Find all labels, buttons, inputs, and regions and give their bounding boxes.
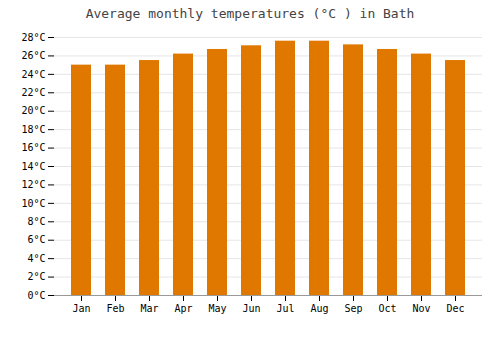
svg-text:22°C: 22°C — [21, 87, 45, 98]
svg-text:Apr: Apr — [174, 303, 192, 314]
svg-text:Feb: Feb — [106, 303, 124, 314]
svg-text:0°C: 0°C — [27, 290, 45, 301]
svg-text:28°C: 28°C — [21, 32, 45, 43]
svg-text:Jun: Jun — [242, 303, 260, 314]
svg-text:24°C: 24°C — [21, 69, 45, 80]
svg-text:Mar: Mar — [140, 303, 158, 314]
svg-text:Oct: Oct — [378, 303, 396, 314]
svg-text:18°C: 18°C — [21, 124, 45, 135]
svg-text:2°C: 2°C — [27, 271, 45, 282]
svg-text:6°C: 6°C — [27, 234, 45, 245]
svg-text:Dec: Dec — [446, 303, 464, 314]
svg-text:12°C: 12°C — [21, 179, 45, 190]
svg-text:10°C: 10°C — [21, 198, 45, 209]
svg-text:20°C: 20°C — [21, 105, 45, 116]
svg-text:4°C: 4°C — [27, 253, 45, 264]
svg-text:Jul: Jul — [276, 303, 294, 314]
svg-text:May: May — [208, 303, 226, 314]
svg-text:Sep: Sep — [344, 303, 362, 314]
svg-text:14°C: 14°C — [21, 161, 45, 172]
svg-text:Nov: Nov — [412, 303, 430, 314]
html-text:Average monthly temperatures (: Average monthly temperatures (°C ) in Ba… — [85, 6, 415, 21]
svg-text:Jan: Jan — [72, 303, 90, 314]
svg-text:26°C: 26°C — [21, 50, 45, 61]
svg-text:16°C: 16°C — [21, 142, 45, 153]
svg-text:Aug: Aug — [310, 303, 328, 314]
svg-text:8°C: 8°C — [27, 216, 45, 227]
